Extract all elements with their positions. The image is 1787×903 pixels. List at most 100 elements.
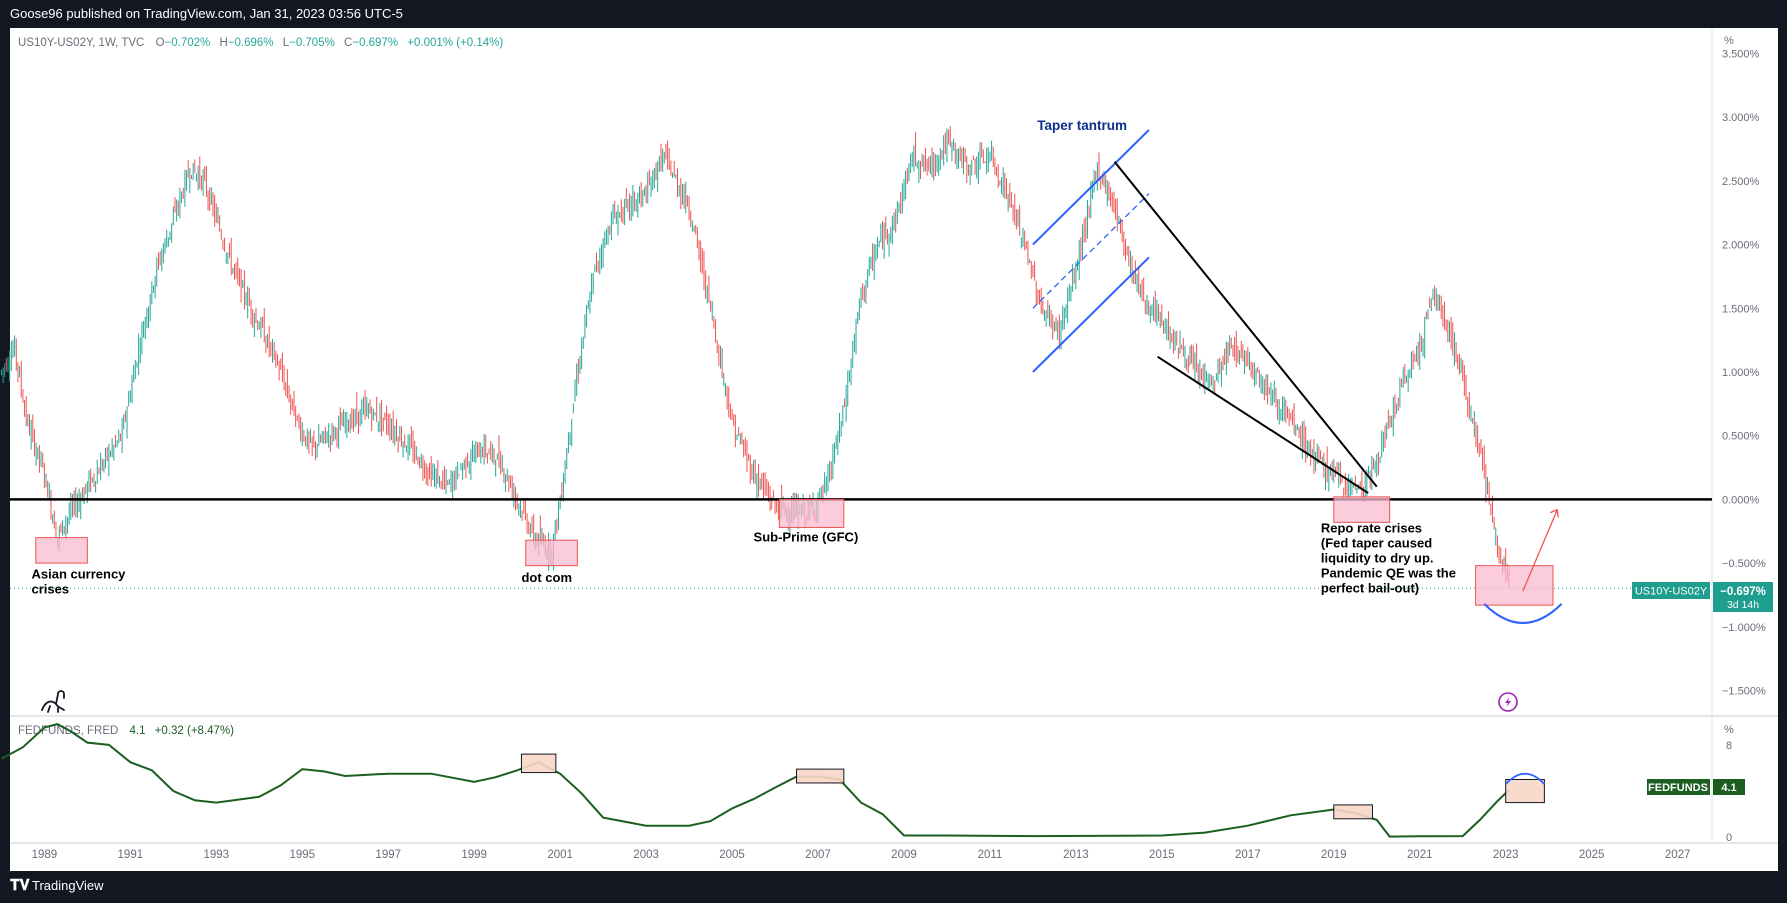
low-label: L [283, 37, 290, 49]
wedge-upper[interactable] [1113, 161, 1378, 488]
annotation-asian[interactable]: Asian currency crises [31, 566, 126, 596]
x-tick: 1999 [461, 849, 487, 861]
x-tick: 1989 [32, 849, 58, 861]
annotation-repo-line4: Pandemic QE was the [1321, 566, 1456, 581]
price-badge-value: −0.697% [1720, 586, 1766, 598]
annotation-repo-line5: perfect bail-out) [1321, 581, 1419, 596]
fed-symbol-badge[interactable]: FEDFUNDS [1647, 779, 1710, 795]
annotation-asian-line2: crises [31, 582, 69, 597]
tv-logo-mark: 𝐓𝐕 [10, 877, 31, 894]
channel-upper[interactable] [1032, 129, 1150, 246]
fed-change: +0.32 (+8.47%) [155, 725, 234, 737]
x-tick: 2013 [1063, 849, 1089, 861]
main-y-tick: 3.500% [1722, 48, 1760, 60]
x-tick: 2009 [891, 849, 917, 861]
x-tick: 2017 [1235, 849, 1261, 861]
fed-zone-2023[interactable] [1505, 779, 1545, 804]
annotation-asian-line1: Asian currency [31, 566, 126, 581]
x-tick: 1997 [375, 849, 401, 861]
main-y-tick: 3.000% [1722, 112, 1760, 124]
price-badge-countdown: 3d 14h [1727, 599, 1759, 611]
tradingview-logo[interactable]: 𝐓𝐕 TradingView [10, 877, 104, 894]
annotation-repo-line1: Repo rate crises [1321, 521, 1422, 536]
main-y-tick: 1.500% [1722, 303, 1760, 315]
channel-mid[interactable] [1032, 193, 1150, 309]
main-y-axis[interactable]: 3.500% 3.000% 2.500% 2.000% 1.500% 1.000% 0.50… [1722, 48, 1766, 697]
annotation-repo-line2: (Fed taper caused [1321, 536, 1432, 551]
price-badge[interactable]: −0.697% 3d 14h [1713, 582, 1773, 612]
symbol-badge[interactable]: US10Y-US02Y [1632, 582, 1710, 599]
fed-unit-label: % [1724, 724, 1734, 736]
x-tick: 2019 [1321, 849, 1347, 861]
x-tick: 2011 [978, 849, 1003, 861]
open-label: O [156, 37, 165, 49]
main-y-tick: 1.000% [1722, 367, 1760, 379]
main-y-tick: −1.000% [1722, 622, 1766, 634]
channel-lower[interactable] [1032, 256, 1150, 373]
svg-text:US10Y-US02Y, 1W, TVC O: US10Y-US02Y, 1W, TVC O−0.702% H−0.696% L… [18, 37, 503, 49]
chart-panel [10, 28, 1778, 871]
main-unit-label: % [1724, 35, 1734, 47]
main-y-tick: 2.500% [1722, 176, 1760, 188]
fedfunds-series [0, 723, 1510, 838]
spread-candles [0, 126, 1510, 588]
annotation-subprime[interactable]: Sub-Prime (GFC) [754, 529, 859, 544]
fed-y-tick: 0 [1726, 832, 1732, 844]
red-arrow-shaft[interactable] [1522, 509, 1558, 592]
inversion-arc[interactable] [1483, 603, 1563, 624]
main-y-tick: 0.500% [1722, 431, 1760, 443]
fed-symbol-badge-text: FEDFUNDS [1648, 782, 1708, 794]
x-tick: 2025 [1579, 849, 1605, 861]
main-symbol: US10Y-US02Y, 1W, TVC [18, 37, 144, 49]
main-legend[interactable]: US10Y-US02Y, 1W, TVC O−0.702% H−0.696% L… [18, 37, 503, 49]
zone-subprime[interactable] [778, 498, 845, 528]
published-credit: Goose96 published on TradingView.com, Ja… [10, 6, 403, 21]
high-value: −0.696% [228, 37, 274, 49]
zone-dotcom[interactable] [525, 539, 578, 567]
x-tick: 2015 [1149, 849, 1175, 861]
x-tick: 2005 [719, 849, 745, 861]
main-y-tick: 0.000% [1722, 494, 1760, 506]
wedge-lower[interactable] [1157, 355, 1369, 494]
lightning-icon[interactable] [1498, 692, 1518, 712]
close-label: C [344, 37, 352, 49]
fedfunds-line [0, 723, 1510, 838]
drawings[interactable] [35, 129, 1563, 820]
x-tick: 2021 [1407, 849, 1433, 861]
fed-value-inline: 4.1 [130, 725, 146, 737]
zone-asian[interactable] [35, 537, 88, 564]
x-tick: 1993 [204, 849, 230, 861]
fed-y-tick: 8 [1726, 740, 1732, 752]
time-axis[interactable]: 1989 1991 1993 1995 1997 1999 2001 2003 2005 2007… [32, 849, 1691, 861]
zone-inversion[interactable] [1475, 565, 1554, 606]
high-label: H [219, 37, 227, 49]
x-tick: 1995 [289, 849, 315, 861]
low-value: −0.705% [289, 37, 335, 49]
main-y-tick: 2.000% [1722, 240, 1760, 252]
symbol-badge-text: US10Y-US02Y [1635, 586, 1708, 598]
x-tick: 1991 [118, 849, 144, 861]
x-tick: 2023 [1493, 849, 1519, 861]
x-tick: 2003 [633, 849, 659, 861]
annotation-taper[interactable]: Taper tantrum [1037, 118, 1127, 133]
x-tick: 2001 [547, 849, 573, 861]
change-value: +0.001% (+0.14%) [407, 37, 503, 49]
red-arrow-head[interactable] [1550, 509, 1559, 518]
open-value: −0.702% [165, 37, 211, 49]
annotation-dotcom[interactable]: dot com [521, 570, 572, 585]
main-y-tick: −0.500% [1722, 558, 1766, 570]
zone-repo[interactable] [1333, 496, 1391, 523]
fed-value-badge[interactable]: 4.1 [1713, 779, 1745, 795]
fed-zone-2000[interactable] [520, 753, 557, 774]
x-tick: 2007 [805, 849, 831, 861]
tv-brand-text: TradingView [32, 878, 104, 893]
annotation-repo[interactable]: Repo rate crises (Fed taper caused liqui… [1321, 521, 1456, 596]
fed-value-badge-text: 4.1 [1721, 782, 1736, 794]
fed-arc[interactable] [1505, 772, 1546, 785]
x-tick: 2027 [1665, 849, 1691, 861]
fed-zone-2007[interactable] [796, 768, 845, 784]
fed-zone-2019[interactable] [1333, 804, 1373, 820]
dino-icon [41, 690, 65, 713]
